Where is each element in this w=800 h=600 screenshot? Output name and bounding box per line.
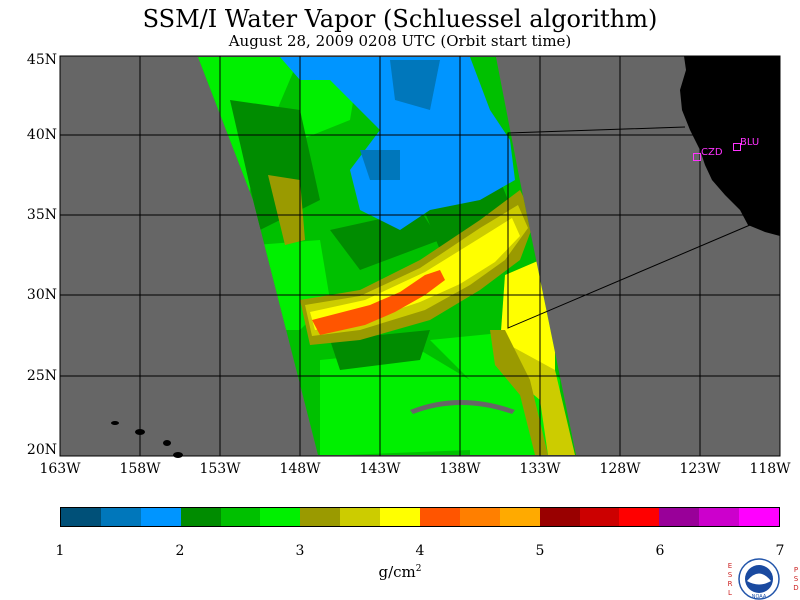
lat-label-20n: 20N: [26, 442, 57, 458]
colorbar-swatch-5: [220, 508, 261, 526]
colorbar-swatch-15: [619, 508, 660, 526]
lon-label-163w: 163W: [39, 461, 81, 477]
colorbar-swatch-1: [61, 508, 101, 526]
colorbar-swatch-14: [579, 508, 620, 526]
logo-left-letters: ESRL: [726, 562, 734, 598]
lon-label-153w: 153W: [199, 461, 241, 477]
lon-label-118w: 118W: [749, 461, 791, 477]
colorbar-swatch-2: [100, 508, 141, 526]
colorbar-label-3: 3: [295, 543, 305, 559]
colorbar-swatch-10: [420, 508, 460, 526]
colorbar-swatch-16: [659, 508, 700, 526]
logo-right-text: PSD: [793, 566, 799, 592]
colorbar-swatch-7: [300, 508, 341, 526]
lon-label-123w: 123W: [679, 461, 721, 477]
colorbar-swatch-3: [140, 508, 181, 526]
lat-label-30n: 30N: [26, 287, 57, 303]
lon-label-133w: 133W: [519, 461, 561, 477]
colorbar-label-6: 6: [655, 543, 665, 559]
logo-name: NOAA: [752, 594, 767, 600]
logo-right-letters: PSD: [792, 566, 800, 593]
lon-label-128w: 128W: [599, 461, 641, 477]
logo-left-text: ESRL: [727, 562, 733, 597]
station-label-blu: BLU: [740, 137, 760, 148]
colorbar-units: g/cm2: [360, 563, 440, 581]
units-text: g/cm: [378, 563, 416, 581]
colorbar-swatch-13: [539, 508, 580, 526]
colorbar-label-7: 7: [775, 543, 785, 559]
lat-label-40n: 40N: [26, 127, 57, 143]
colorbar: [60, 507, 780, 527]
colorbar-swatch-11: [459, 508, 500, 526]
colorbar-label-2: 2: [175, 543, 185, 559]
map-subtitle: August 28, 2009 0208 UTC (Orbit start ti…: [228, 32, 572, 50]
colorbar-label-1: 1: [55, 543, 65, 559]
lat-label-35n: 35N: [26, 207, 57, 223]
lon-label-143w: 143W: [359, 461, 401, 477]
station-label-czd: CZD: [701, 147, 723, 158]
lat-lon-grid: [60, 56, 780, 456]
colorbar-swatch-6: [260, 508, 301, 526]
units-exponent: 2: [415, 564, 422, 574]
station-marker-czd: [693, 153, 701, 161]
lon-label-158w: 158W: [119, 461, 161, 477]
station-marker-blu: [733, 143, 741, 151]
noaa-logo-icon: NOAA: [738, 558, 780, 600]
map-frame: [59, 55, 781, 457]
colorbar-label-5: 5: [535, 543, 545, 559]
colorbar-swatch-9: [380, 508, 421, 526]
lat-label-25n: 25N: [26, 368, 57, 384]
colorbar-swatch-8: [340, 508, 381, 526]
colorbar-label-4: 4: [415, 543, 425, 559]
colorbar-swatch-17: [699, 508, 740, 526]
colorbar-swatch-12: [499, 508, 540, 526]
colorbar-swatch-18: [739, 508, 780, 526]
lat-label-45n: 45N: [26, 52, 57, 68]
region-outline: [507, 126, 751, 329]
map-title: SSM/I Water Vapor (Schluessel algorithm): [142, 5, 658, 33]
lon-label-148w: 148W: [279, 461, 321, 477]
colorbar-swatch-4: [180, 508, 221, 526]
north-america-land: [680, 56, 780, 236]
lon-label-138w: 138W: [439, 461, 481, 477]
